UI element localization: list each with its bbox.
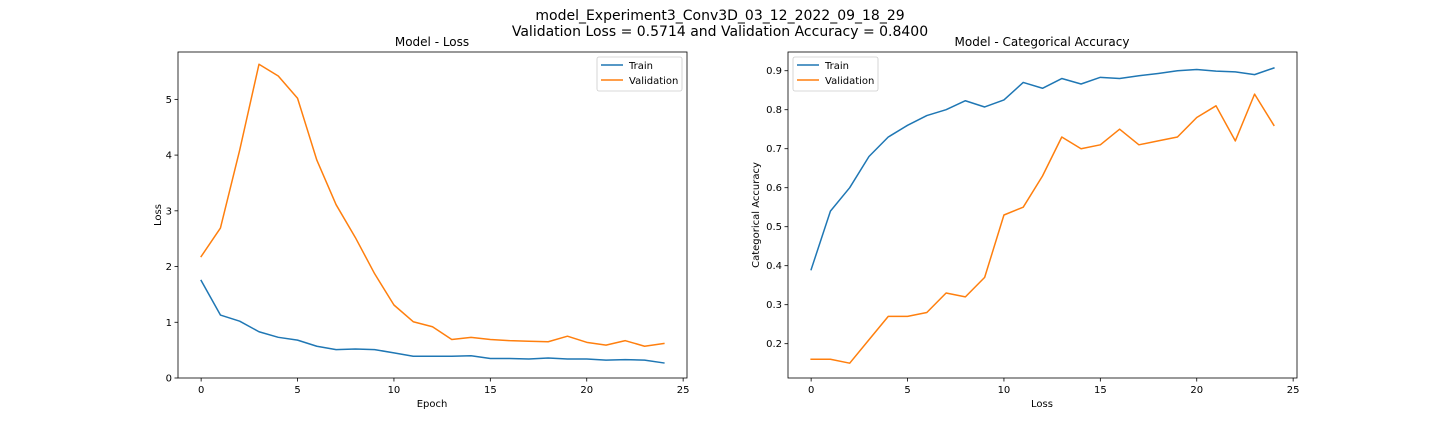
loss-xtick-label: 15 [484,385,497,396]
accuracy-ytick-label: 0.7 [766,144,782,155]
accuracy-xtick-label: 0 [808,385,814,396]
accuracy-chart-frame [787,51,1298,379]
loss-ytick-label: 2 [166,262,172,273]
loss-chart-title: Model - Loss [395,35,469,49]
loss-series-validation-line [200,63,665,347]
accuracy-legend-validation-label: Validation [825,76,874,87]
loss-chart-xlabel: Epoch [417,399,448,410]
loss-chart-ylabel: Loss [153,204,164,226]
loss-xtick-label: 25 [677,385,690,396]
loss-xtick-label: 20 [580,385,593,396]
figure-title-line1: model_Experiment3_Conv3D_03_12_2022_09_1… [535,8,904,24]
loss-ytick-label: 5 [166,95,172,106]
loss-chart-frame [177,51,688,379]
accuracy-chart-ylabel: Categorical Accuracy [751,162,762,268]
accuracy-ytick-label: 0.3 [766,300,782,311]
accuracy-xtick-label: 5 [904,385,910,396]
accuracy-chart-ticks: 0 5 10 15 20 25 0.2 0.3 0.4 0.5 0.6 0.7 0.8 0.9 [766,66,1299,396]
accuracy-chart: Model - Categorical Accuracy Loss Catego… [751,35,1300,410]
accuracy-ytick-label: 0.9 [766,66,782,77]
accuracy-chart-xlabel: Loss [1031,399,1053,410]
accuracy-ytick-label: 0.5 [766,222,782,233]
loss-chart: Model - Loss Epoch Loss 0 5 10 15 20 25 0 1 2 3 4 5… [153,35,690,410]
accuracy-xtick-label: 15 [1094,385,1107,396]
loss-series-train-line [200,279,665,364]
accuracy-ytick-label: 0.4 [766,261,782,272]
loss-chart-ticks: 0 5 10 15 20 25 0 1 2 3 4 5 [166,95,690,396]
loss-xtick-label: 0 [198,385,204,396]
accuracy-xtick-label: 20 [1190,385,1203,396]
loss-legend-train-label: Train [628,61,653,72]
accuracy-series-validation-line [810,93,1275,364]
accuracy-series-train-line [810,67,1275,271]
accuracy-xtick-label: 25 [1287,385,1300,396]
accuracy-chart-legend: Train Validation [792,56,879,92]
accuracy-ytick-label: 0.2 [766,339,782,350]
loss-ytick-label: 0 [166,374,172,385]
accuracy-ytick-label: 0.6 [766,183,782,194]
accuracy-xtick-label: 10 [998,385,1011,396]
loss-ytick-label: 4 [166,151,172,162]
accuracy-chart-lines [810,67,1275,364]
loss-legend-validation-label: Validation [629,76,678,87]
loss-xtick-label: 10 [388,385,401,396]
loss-chart-lines [200,63,665,364]
loss-xtick-label: 5 [294,385,300,396]
loss-ytick-label: 1 [166,318,172,329]
accuracy-ytick-label: 0.8 [766,105,782,116]
figure-title-line2: Validation Loss = 0.5714 and Validation … [512,24,928,40]
loss-chart-legend: Train Validation [596,56,683,92]
loss-ytick-label: 3 [166,206,172,217]
accuracy-chart-title: Model - Categorical Accuracy [955,35,1130,49]
accuracy-legend-train-label: Train [824,61,849,72]
